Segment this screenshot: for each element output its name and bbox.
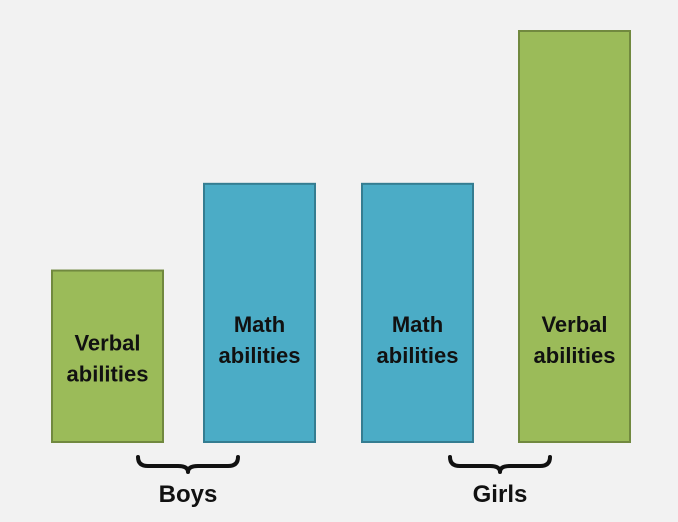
brace-girls (448, 455, 552, 474)
bar-math-girls (361, 182, 474, 443)
bar-label-math-boys: Math abilities (219, 312, 301, 368)
group-label-girls: Girls (473, 481, 528, 508)
brace-boys (136, 455, 240, 474)
bar-math-boys (203, 182, 316, 443)
group-label-boys: Boys (159, 481, 218, 508)
bar-label-verbal-boys: Verbal abilities (67, 330, 149, 386)
bar-verbal-girls (518, 30, 631, 443)
bar-label-math-girls: Math abilities (377, 312, 459, 368)
bar-verbal-boys (51, 269, 164, 444)
bar-label-verbal-girls: Verbal abilities (534, 312, 616, 368)
